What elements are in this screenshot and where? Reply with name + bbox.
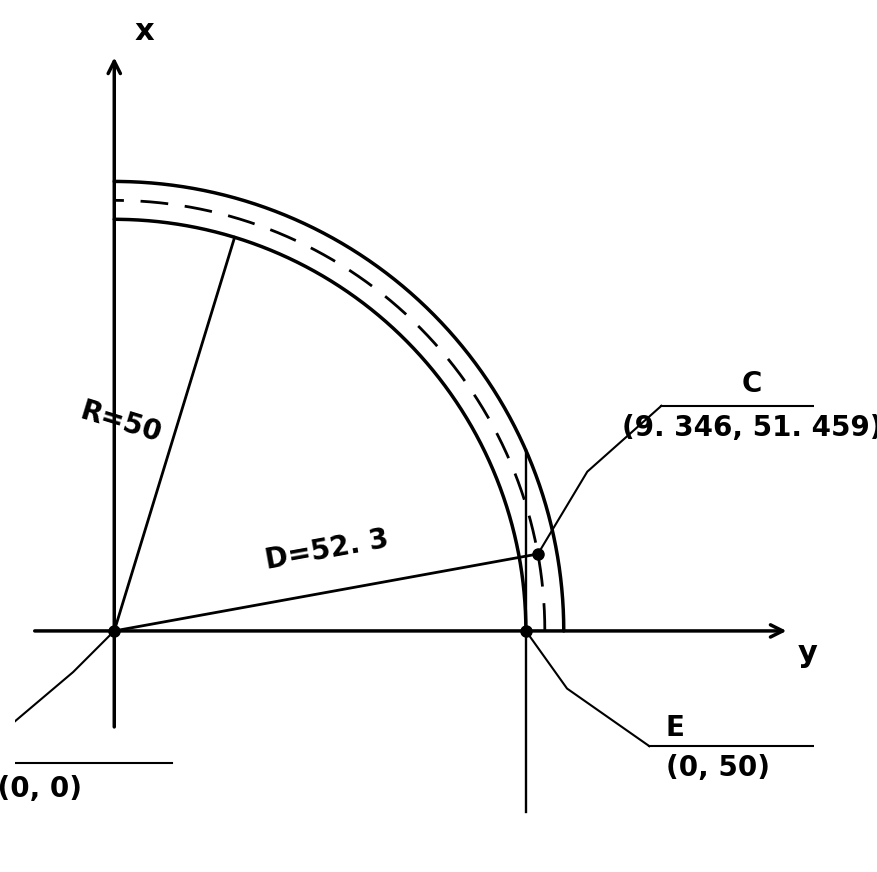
Text: E: E xyxy=(665,714,684,742)
Text: (9. 346, 51. 459): (9. 346, 51. 459) xyxy=(621,414,877,442)
Text: R=50: R=50 xyxy=(77,397,165,448)
Text: y: y xyxy=(796,639,816,668)
Text: (0, 50): (0, 50) xyxy=(665,754,769,782)
Text: C: C xyxy=(741,370,761,398)
Text: D=52. 3: D=52. 3 xyxy=(263,526,390,576)
Text: x: x xyxy=(135,17,154,46)
Text: O(0, 0): O(0, 0) xyxy=(0,775,82,803)
